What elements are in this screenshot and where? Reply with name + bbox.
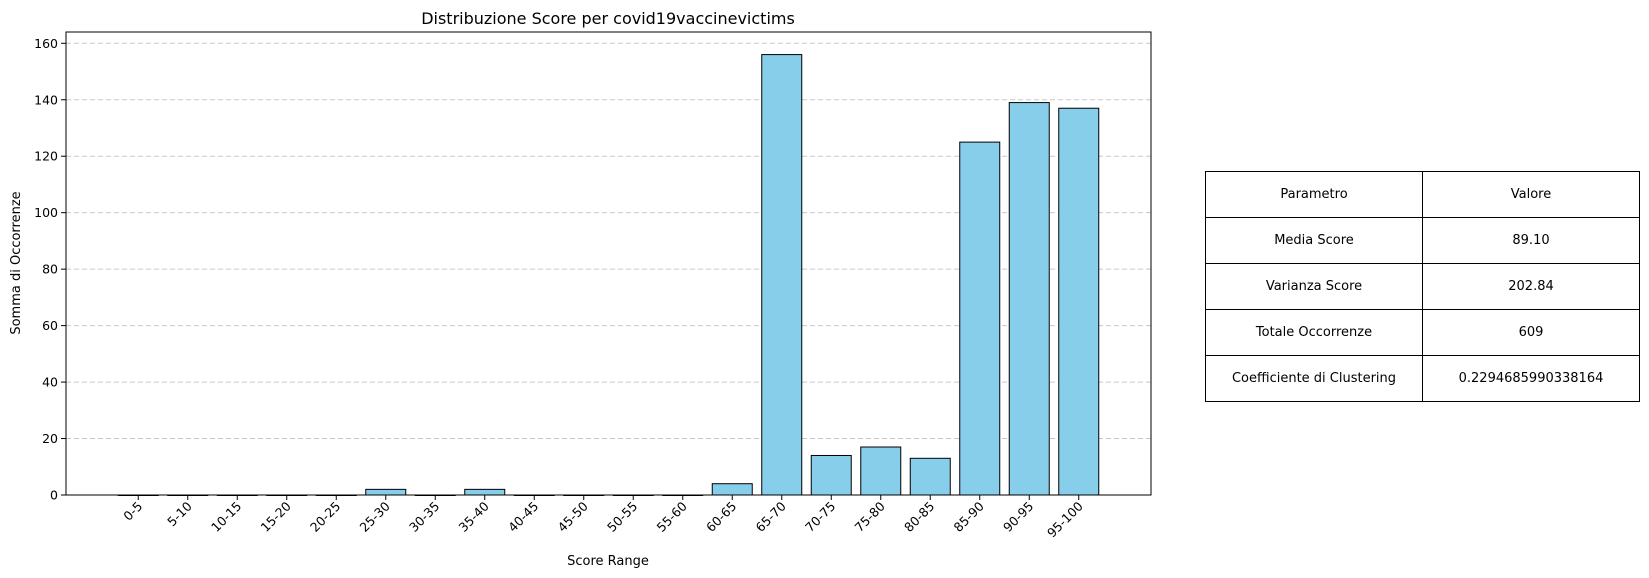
x-tick-label: 45-50 bbox=[555, 498, 591, 534]
y-tick-label: 160 bbox=[34, 36, 58, 51]
bar-95-100 bbox=[1058, 107, 1100, 496]
y-tick-label: 20 bbox=[42, 431, 58, 446]
table-header-row: Parametro Valore bbox=[1205, 171, 1640, 218]
bar-80-85 bbox=[909, 457, 951, 496]
x-tick-label: 70-75 bbox=[802, 499, 838, 535]
bar-85-90 bbox=[959, 141, 1001, 496]
y-tick-label: 60 bbox=[42, 318, 58, 333]
bar-65-70 bbox=[761, 54, 803, 496]
x-tick-label: 15-20 bbox=[258, 498, 294, 534]
table-cell-parameter: Varianza Score bbox=[1205, 263, 1423, 310]
x-tick-label: 65-70 bbox=[753, 498, 789, 534]
chart-title: Distribuzione Score per covid19vaccinevi… bbox=[421, 9, 795, 28]
bar-90-95 bbox=[1008, 102, 1050, 496]
x-tick-label: 55-60 bbox=[654, 498, 690, 534]
bar-35-40 bbox=[464, 488, 506, 496]
bar-25-30 bbox=[365, 488, 407, 496]
table-header-cell: Parametro bbox=[1205, 171, 1423, 218]
y-axis-label: Somma di Occorrenze bbox=[9, 191, 24, 334]
bar-60-65 bbox=[711, 483, 753, 496]
plot-frame bbox=[65, 31, 1152, 496]
bars bbox=[117, 54, 1100, 496]
y-tick-label: 120 bbox=[34, 149, 58, 164]
x-tick-label: 40-45 bbox=[505, 499, 541, 535]
x-tick-label: 20-25 bbox=[307, 499, 343, 535]
x-axis-label: Score Range bbox=[567, 554, 649, 569]
y-tick-label: 40 bbox=[42, 375, 58, 390]
y-tick-label: 0 bbox=[50, 488, 58, 503]
bar-70-75 bbox=[810, 454, 852, 496]
x-tick-label: 5-10 bbox=[164, 498, 195, 529]
table-cell-parameter: Coefficiente di Clustering bbox=[1205, 355, 1423, 402]
y-tick-label: 80 bbox=[42, 262, 58, 277]
table-row: Media Score 89.10 bbox=[1205, 217, 1640, 264]
x-tick-label: 10-15 bbox=[208, 499, 244, 535]
x-tick-label: 90-95 bbox=[1000, 499, 1036, 535]
y-tick-label: 100 bbox=[34, 205, 58, 220]
x-tick-label: 50-55 bbox=[604, 499, 640, 535]
x-tick-label: 80-85 bbox=[901, 499, 937, 535]
table-cell-parameter: Totale Occorrenze bbox=[1205, 309, 1423, 356]
x-tick-label: 60-65 bbox=[703, 499, 739, 535]
table-row: Totale Occorrenze 609 bbox=[1205, 309, 1640, 356]
x-tick-label: 95-100 bbox=[1044, 498, 1086, 540]
stats-table: Parametro Valore Media Score 89.10 Varia… bbox=[1205, 171, 1640, 402]
x-tick-label: 30-35 bbox=[406, 499, 442, 535]
table-row: Varianza Score 202.84 bbox=[1205, 263, 1640, 310]
bar-75-80 bbox=[860, 446, 902, 496]
table-cell-value: 609 bbox=[1422, 309, 1640, 356]
table-cell-value: 89.10 bbox=[1422, 217, 1640, 264]
table-header-cell: Valore bbox=[1422, 171, 1640, 218]
x-tick-label: 35-40 bbox=[456, 498, 492, 534]
x-tick-label: 25-30 bbox=[357, 498, 393, 534]
table-cell-value: 202.84 bbox=[1422, 263, 1640, 310]
x-tick-label: 0-5 bbox=[120, 499, 145, 524]
x-tick-label: 85-90 bbox=[951, 498, 987, 534]
table-cell-value: 0.2294685990338164 bbox=[1422, 355, 1640, 402]
y-tick-label: 140 bbox=[34, 92, 58, 107]
x-axis-ticks: 0-5 5-10 10-15 15-20 20-25 25-30 30-35 35-40 40-… bbox=[120, 495, 1086, 540]
x-tick-label: 75-80 bbox=[852, 498, 888, 534]
table-cell-parameter: Media Score bbox=[1205, 217, 1423, 264]
y-axis-ticks: 0 20 40 60 80 100 120 140 160 bbox=[34, 36, 66, 503]
table-row: Coefficiente di Clustering 0.22946859903… bbox=[1205, 355, 1640, 402]
